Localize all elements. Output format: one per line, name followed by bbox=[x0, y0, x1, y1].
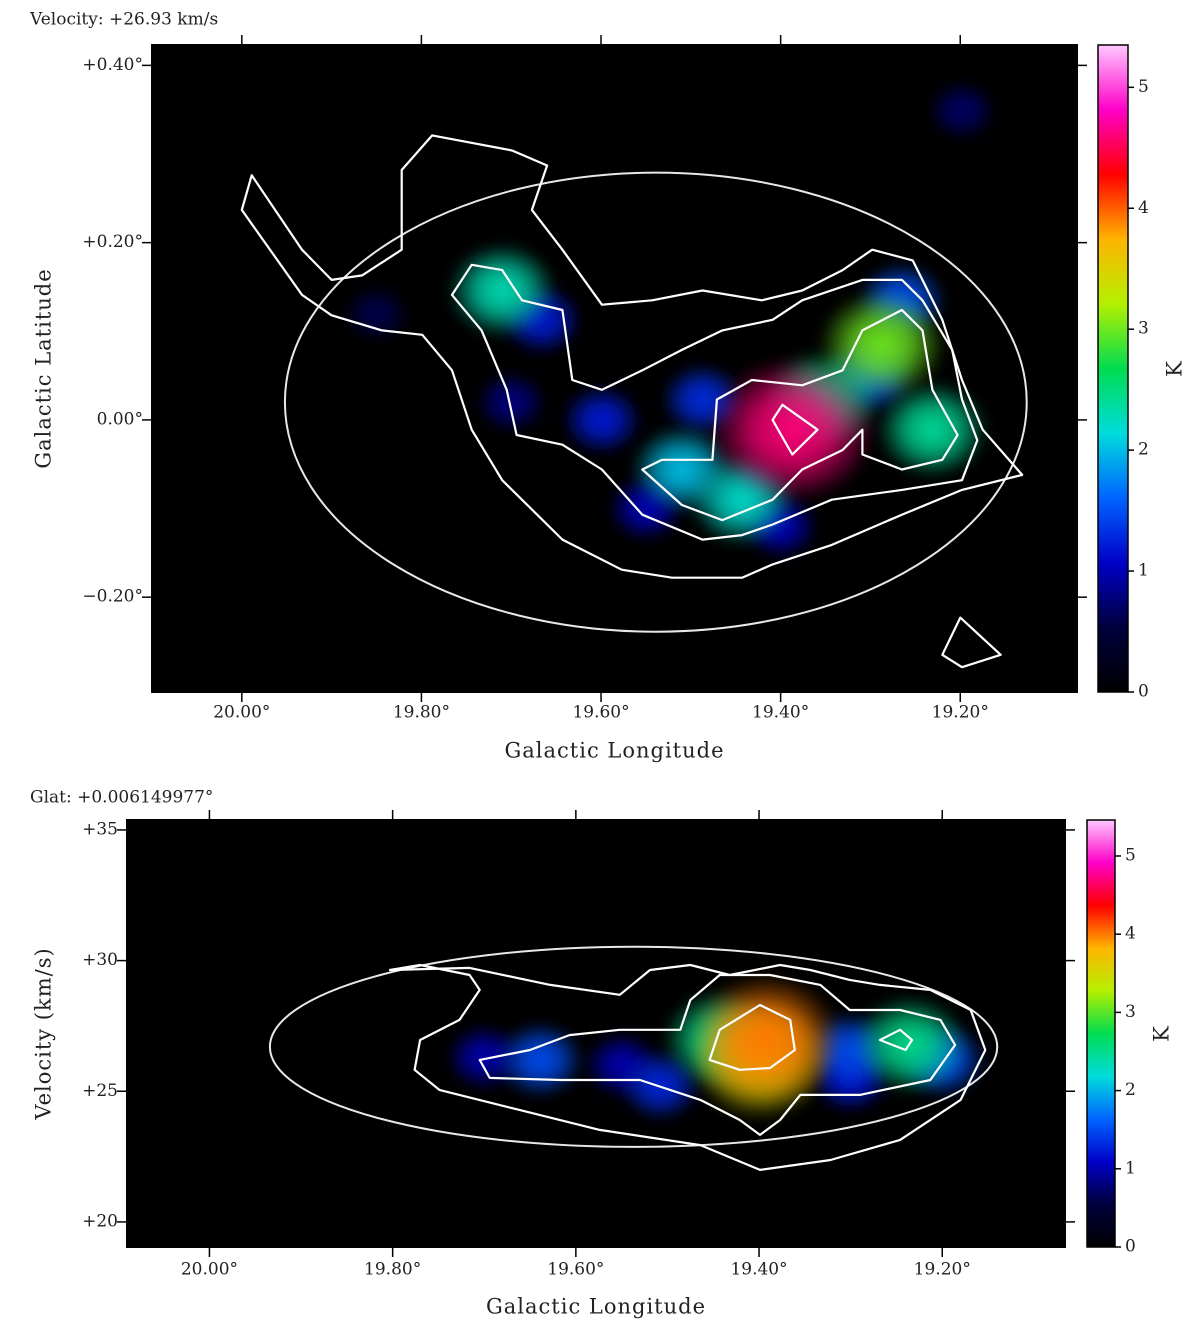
colorbar bbox=[1097, 44, 1129, 693]
colorbar-tick-label: 5 bbox=[1125, 845, 1136, 865]
region-ellipse bbox=[283, 171, 1028, 633]
x-tick-label: 19.20° bbox=[914, 1260, 971, 1280]
colorbar-tick-label: 4 bbox=[1138, 198, 1149, 218]
contour bbox=[941, 616, 1002, 669]
emission-blob bbox=[447, 243, 557, 338]
colorbar-tick-label: 5 bbox=[1138, 77, 1149, 97]
emission-blob bbox=[343, 284, 410, 343]
emission-blob bbox=[708, 357, 876, 503]
colorbar-tick-label: 2 bbox=[1125, 1080, 1136, 1100]
contour bbox=[878, 1028, 914, 1052]
image-layer bbox=[240, 80, 1028, 669]
emission-blob bbox=[495, 1021, 585, 1099]
plot-frame bbox=[151, 44, 1078, 693]
image-layer bbox=[268, 945, 999, 1171]
x-tick-label: 19.80° bbox=[393, 703, 450, 723]
contour bbox=[641, 308, 959, 522]
x-axis-label: Galactic Longitude bbox=[505, 739, 725, 763]
colorbar-tick-label: 3 bbox=[1125, 1002, 1136, 1022]
colorbar-tick-label: 3 bbox=[1138, 319, 1149, 339]
plot-frame bbox=[126, 819, 1066, 1248]
colorbar-tick-label: 1 bbox=[1138, 561, 1149, 581]
y-tick-label: −0.20° bbox=[82, 587, 143, 607]
y-axis-label: Galactic Latitude bbox=[32, 268, 56, 468]
x-tick-label: 19.80° bbox=[364, 1260, 421, 1280]
y-tick-label: +35 bbox=[82, 819, 118, 839]
x-tick-label: 19.60° bbox=[572, 703, 629, 723]
region-ellipse bbox=[268, 945, 999, 1148]
contour bbox=[388, 963, 987, 1171]
y-tick-label: +0.20° bbox=[82, 232, 143, 252]
x-tick-label: 19.40° bbox=[752, 703, 809, 723]
colorbar-tick-label: 0 bbox=[1125, 1237, 1136, 1257]
colorbar-tick-label: 0 bbox=[1138, 682, 1149, 702]
y-tick-label: 0.00° bbox=[97, 409, 143, 429]
y-tick-label: +0.40° bbox=[82, 55, 143, 75]
emission-blob bbox=[818, 289, 946, 400]
y-axis-label: Velocity (km/s) bbox=[32, 947, 56, 1120]
contour bbox=[708, 1003, 796, 1071]
y-tick-label: +30 bbox=[82, 950, 118, 970]
x-tick-label: 19.20° bbox=[932, 703, 989, 723]
contour bbox=[478, 973, 957, 1136]
colorbar-tick-label: 2 bbox=[1138, 440, 1149, 460]
panel-title: Glat: +0.006149977° bbox=[30, 788, 213, 808]
colorbar-label: K bbox=[1150, 1025, 1174, 1042]
x-tick-label: 20.00° bbox=[213, 703, 270, 723]
emission-blob bbox=[927, 80, 997, 141]
x-tick-label: 19.40° bbox=[730, 1260, 787, 1280]
emission-blob bbox=[561, 384, 643, 456]
contour bbox=[450, 263, 979, 541]
x-tick-label: 20.00° bbox=[181, 1260, 238, 1280]
emission-blob bbox=[689, 974, 842, 1107]
colorbar bbox=[1086, 819, 1116, 1248]
x-axis-label: Galactic Longitude bbox=[486, 1295, 706, 1319]
panel-title: Velocity: +26.93 km/s bbox=[29, 10, 218, 30]
contour bbox=[771, 403, 819, 456]
x-tick-label: 19.60° bbox=[547, 1260, 604, 1280]
colorbar-label: K bbox=[1163, 360, 1187, 377]
colorbar-tick-label: 4 bbox=[1125, 924, 1136, 944]
colorbar-tick-label: 1 bbox=[1125, 1158, 1136, 1178]
emission-blob bbox=[475, 371, 547, 433]
emission-blob bbox=[876, 381, 989, 479]
y-tick-label: +25 bbox=[82, 1081, 118, 1101]
y-tick-label: +20 bbox=[82, 1211, 118, 1231]
